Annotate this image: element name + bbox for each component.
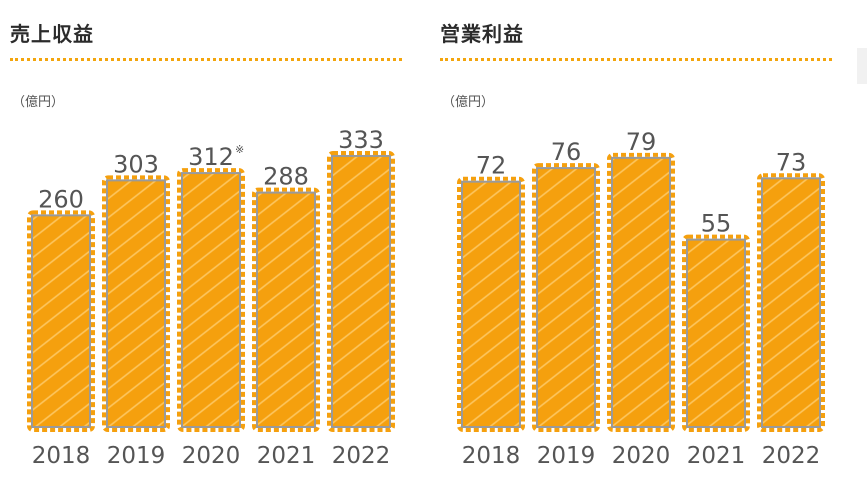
bar-2018 — [461, 180, 521, 428]
category-label: 2021 — [687, 443, 746, 469]
dotted-divider — [440, 58, 832, 61]
bar-scribble-edge — [327, 150, 395, 432]
bar-2018 — [31, 214, 91, 428]
bar-2022 — [761, 177, 821, 428]
chart-title: 売上収益 — [10, 22, 94, 46]
bar-scribble-edge — [27, 210, 95, 432]
chart-title: 営業利益 — [440, 22, 524, 46]
value-label: 312 — [188, 143, 234, 171]
bar-scribble-edge — [757, 173, 825, 432]
value-label: 73 — [776, 148, 807, 176]
value-label: 333 — [338, 126, 384, 154]
value-label: 288 — [263, 163, 309, 191]
category-label: 2018 — [32, 443, 91, 469]
value-label: 303 — [113, 150, 159, 178]
bar-2019 — [536, 167, 596, 428]
unit-label: （億円） — [442, 95, 495, 110]
category-label: 2018 — [462, 443, 521, 469]
value-label: 55 — [701, 210, 732, 238]
revenue-bar-chart: 260 2018 303 2019 312 ※ 2020 288 2021 333 2022 — [27, 126, 395, 469]
category-label: 2019 — [107, 443, 166, 469]
bar-scribble-edge — [532, 163, 600, 432]
bar-scribble-edge — [607, 152, 675, 432]
category-label: 2020 — [182, 443, 241, 469]
unit-label: （億円） — [12, 95, 65, 110]
revenue-chart-panel: 売上収益 （億円） 260 2018 303 2019 312 ※ 2020 288 2021 3… — [10, 0, 410, 500]
value-label: 72 — [476, 152, 507, 180]
operating-profit-bar-chart: 72 2018 76 2019 79 2020 55 2021 73 2022 — [457, 128, 825, 469]
operating-profit-chart-panel: 営業利益 （億円） 72 2018 76 2019 79 2020 55 2021 73 2022 — [440, 0, 840, 500]
footnote-mark: ※ — [235, 143, 244, 156]
bar-scribble-edge — [682, 234, 750, 432]
bar-scribble-edge — [102, 175, 170, 432]
category-label: 2022 — [332, 443, 391, 469]
value-label: 76 — [551, 138, 582, 166]
value-label: 79 — [626, 128, 657, 156]
category-label: 2020 — [612, 443, 671, 469]
bar-scribble-edge — [177, 168, 245, 432]
category-label: 2019 — [537, 443, 596, 469]
category-label: 2022 — [762, 443, 821, 469]
dotted-divider — [10, 58, 402, 61]
bar-2020 — [181, 172, 241, 428]
bar-2021 — [256, 191, 316, 428]
edge-fragment — [857, 48, 867, 84]
bar-2021 — [686, 238, 746, 428]
value-label: 260 — [38, 185, 84, 213]
category-label: 2021 — [257, 443, 316, 469]
bar-scribble-edge — [457, 176, 525, 432]
bar-scribble-edge — [252, 187, 320, 432]
bar-2019 — [106, 179, 166, 428]
bar-2020 — [611, 156, 671, 428]
bar-2022 — [331, 154, 391, 428]
